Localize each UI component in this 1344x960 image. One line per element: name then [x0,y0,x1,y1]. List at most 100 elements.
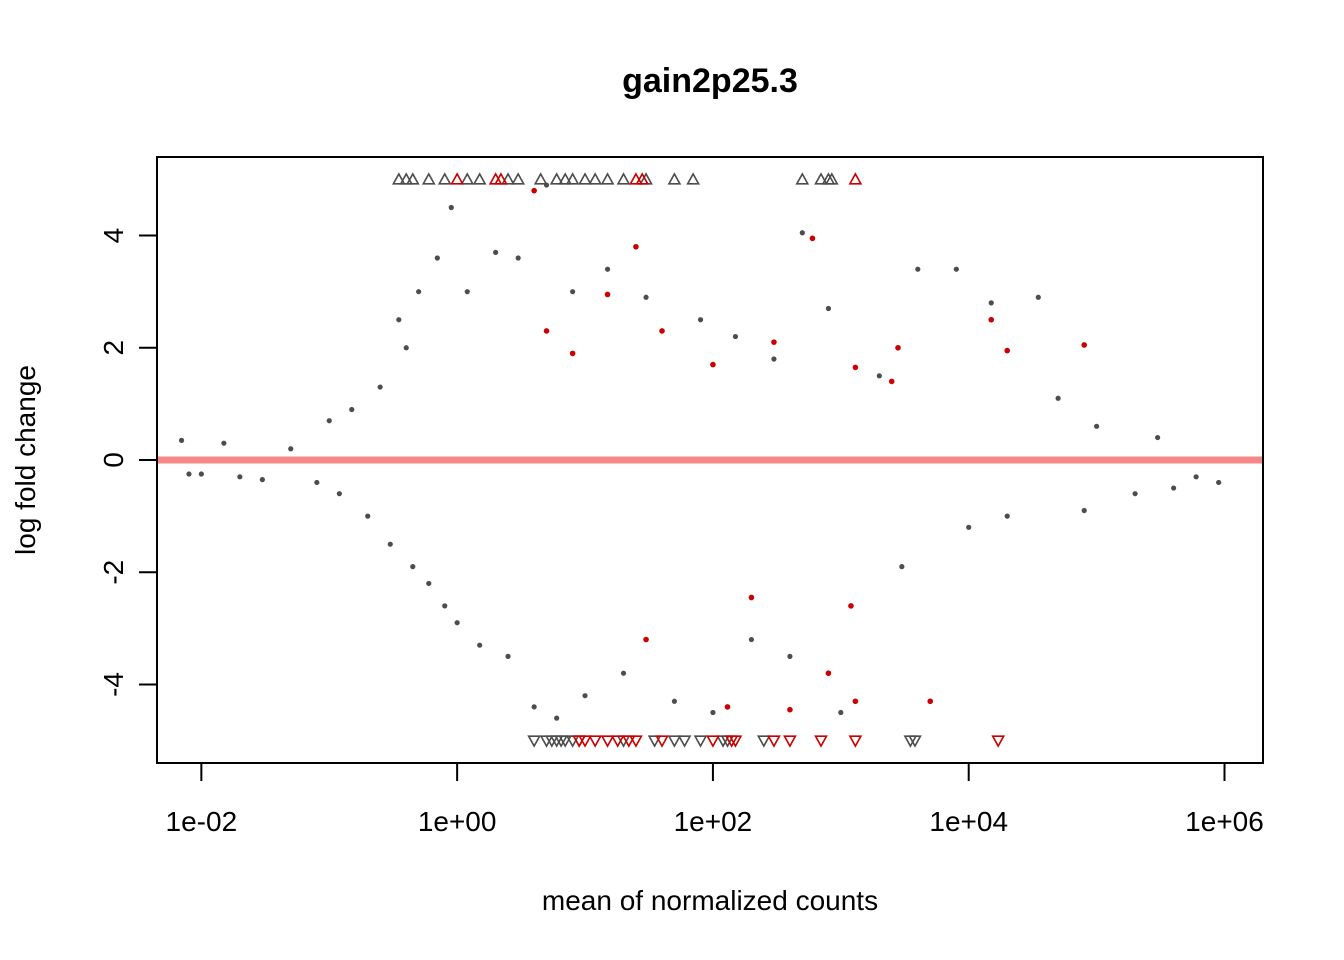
clamped-down-significant-marker [728,735,743,748]
clamped-up-marker [565,172,580,185]
clamped-up-significant-marker [635,172,650,185]
clamped-down-marker [756,735,771,748]
clamped-down-significant-marker [610,735,625,748]
clamped-up-marker [600,172,615,185]
significant-point [748,594,755,601]
significant-point [787,706,793,713]
gene-point [448,204,454,211]
gene-point [825,305,832,312]
significant-point [531,187,537,194]
significant-point [848,603,854,609]
x-tick-label: 1e+02 [674,806,753,837]
clamped-up-significant-marker [494,172,508,185]
significant-point [724,704,731,710]
gene-point [570,289,576,295]
x-tick-label: 1e+00 [418,806,497,837]
clamped-down-significant-marker [629,735,643,748]
x-tick-label: 1e+06 [1185,806,1264,837]
significant-point [643,636,649,643]
gene-point [787,653,793,659]
gene-point [377,384,383,390]
significant-point [927,698,934,705]
significant-point [852,364,859,371]
gene-point [988,300,994,306]
clamped-down-marker [565,735,580,748]
gene-point [198,471,204,477]
significant-point [1004,347,1011,354]
x-tick-label: 1e+04 [929,806,1008,837]
gene-point [442,603,448,609]
gene-point [1094,423,1100,429]
significant-point [604,291,611,298]
gene-point [349,406,355,413]
y-tick-label: 0 [98,452,129,468]
gene-point [1035,294,1041,300]
gene-point [1055,395,1061,401]
clamped-down-significant-marker [578,735,592,748]
gene-point [604,266,611,272]
gene-point [416,289,422,295]
clamped-down-marker [558,735,573,748]
clamped-up-marker [501,172,515,185]
significant-point [809,235,816,242]
gene-point [221,440,227,446]
gene-point [531,704,537,710]
gene-point [838,709,844,716]
clamped-up-marker [460,172,475,185]
gene-point [288,446,294,452]
gene-point [697,317,704,323]
x-tick-label: 1e-02 [166,806,238,837]
significant-point [1081,342,1088,348]
clamped-up-marker [472,172,487,185]
gene-point [410,564,416,570]
clamped-down-significant-marker [783,735,797,748]
gene-point [620,670,627,676]
gene-point [915,266,921,272]
significant-point [988,316,995,323]
significant-point [710,361,716,368]
gene-point [464,289,470,295]
clamped-down-marker [647,735,662,748]
gene-point [454,620,460,626]
clamped-down-significant-marker [600,735,615,748]
clamped-up-marker [437,172,452,185]
clamped-down-significant-marker [991,735,1006,748]
gene-point [1193,474,1199,480]
clamped-down-significant-marker [814,735,828,748]
gene-point [1132,491,1138,497]
gene-point [186,471,192,477]
gene-point [396,317,402,323]
y-axis: -4 -2 0 2 4 [98,228,157,697]
gene-point [237,474,243,480]
gene-point [1004,513,1010,519]
x-axis: 1e-02 1e+00 1e+02 1e+04 1e+06 [166,763,1264,837]
x-axis-label: mean of normalized counts [542,885,878,916]
y-tick-label: -4 [98,672,129,697]
clamped-down-significant-marker [767,735,781,748]
clamped-down-marker [908,735,922,748]
clamped-up-marker [824,172,839,185]
clamped-down-marker [527,735,541,748]
clamped-up-significant-marker [848,172,863,185]
clamped-up-significant-marker [450,172,464,185]
clamped-down-significant-marker [621,735,636,748]
clamped-up-marker [533,172,548,185]
gene-point [1081,507,1087,514]
gene-point [178,437,185,443]
clamped-up-marker [814,172,828,185]
gene-point [477,642,483,648]
gene-point [732,333,739,340]
significant-point [569,350,576,357]
significant-point [888,378,895,385]
gene-point [671,698,678,704]
gene-point [799,230,805,236]
gene-point [1155,434,1161,441]
significant-point [771,339,777,345]
y-axis-label: log fold change [10,365,41,555]
clamped-up-marker [399,172,414,185]
gene-point [1171,485,1177,491]
gene-point [876,373,882,379]
clamped-down-marker [677,735,692,748]
gene-point [748,636,755,643]
significant-point [543,328,550,334]
